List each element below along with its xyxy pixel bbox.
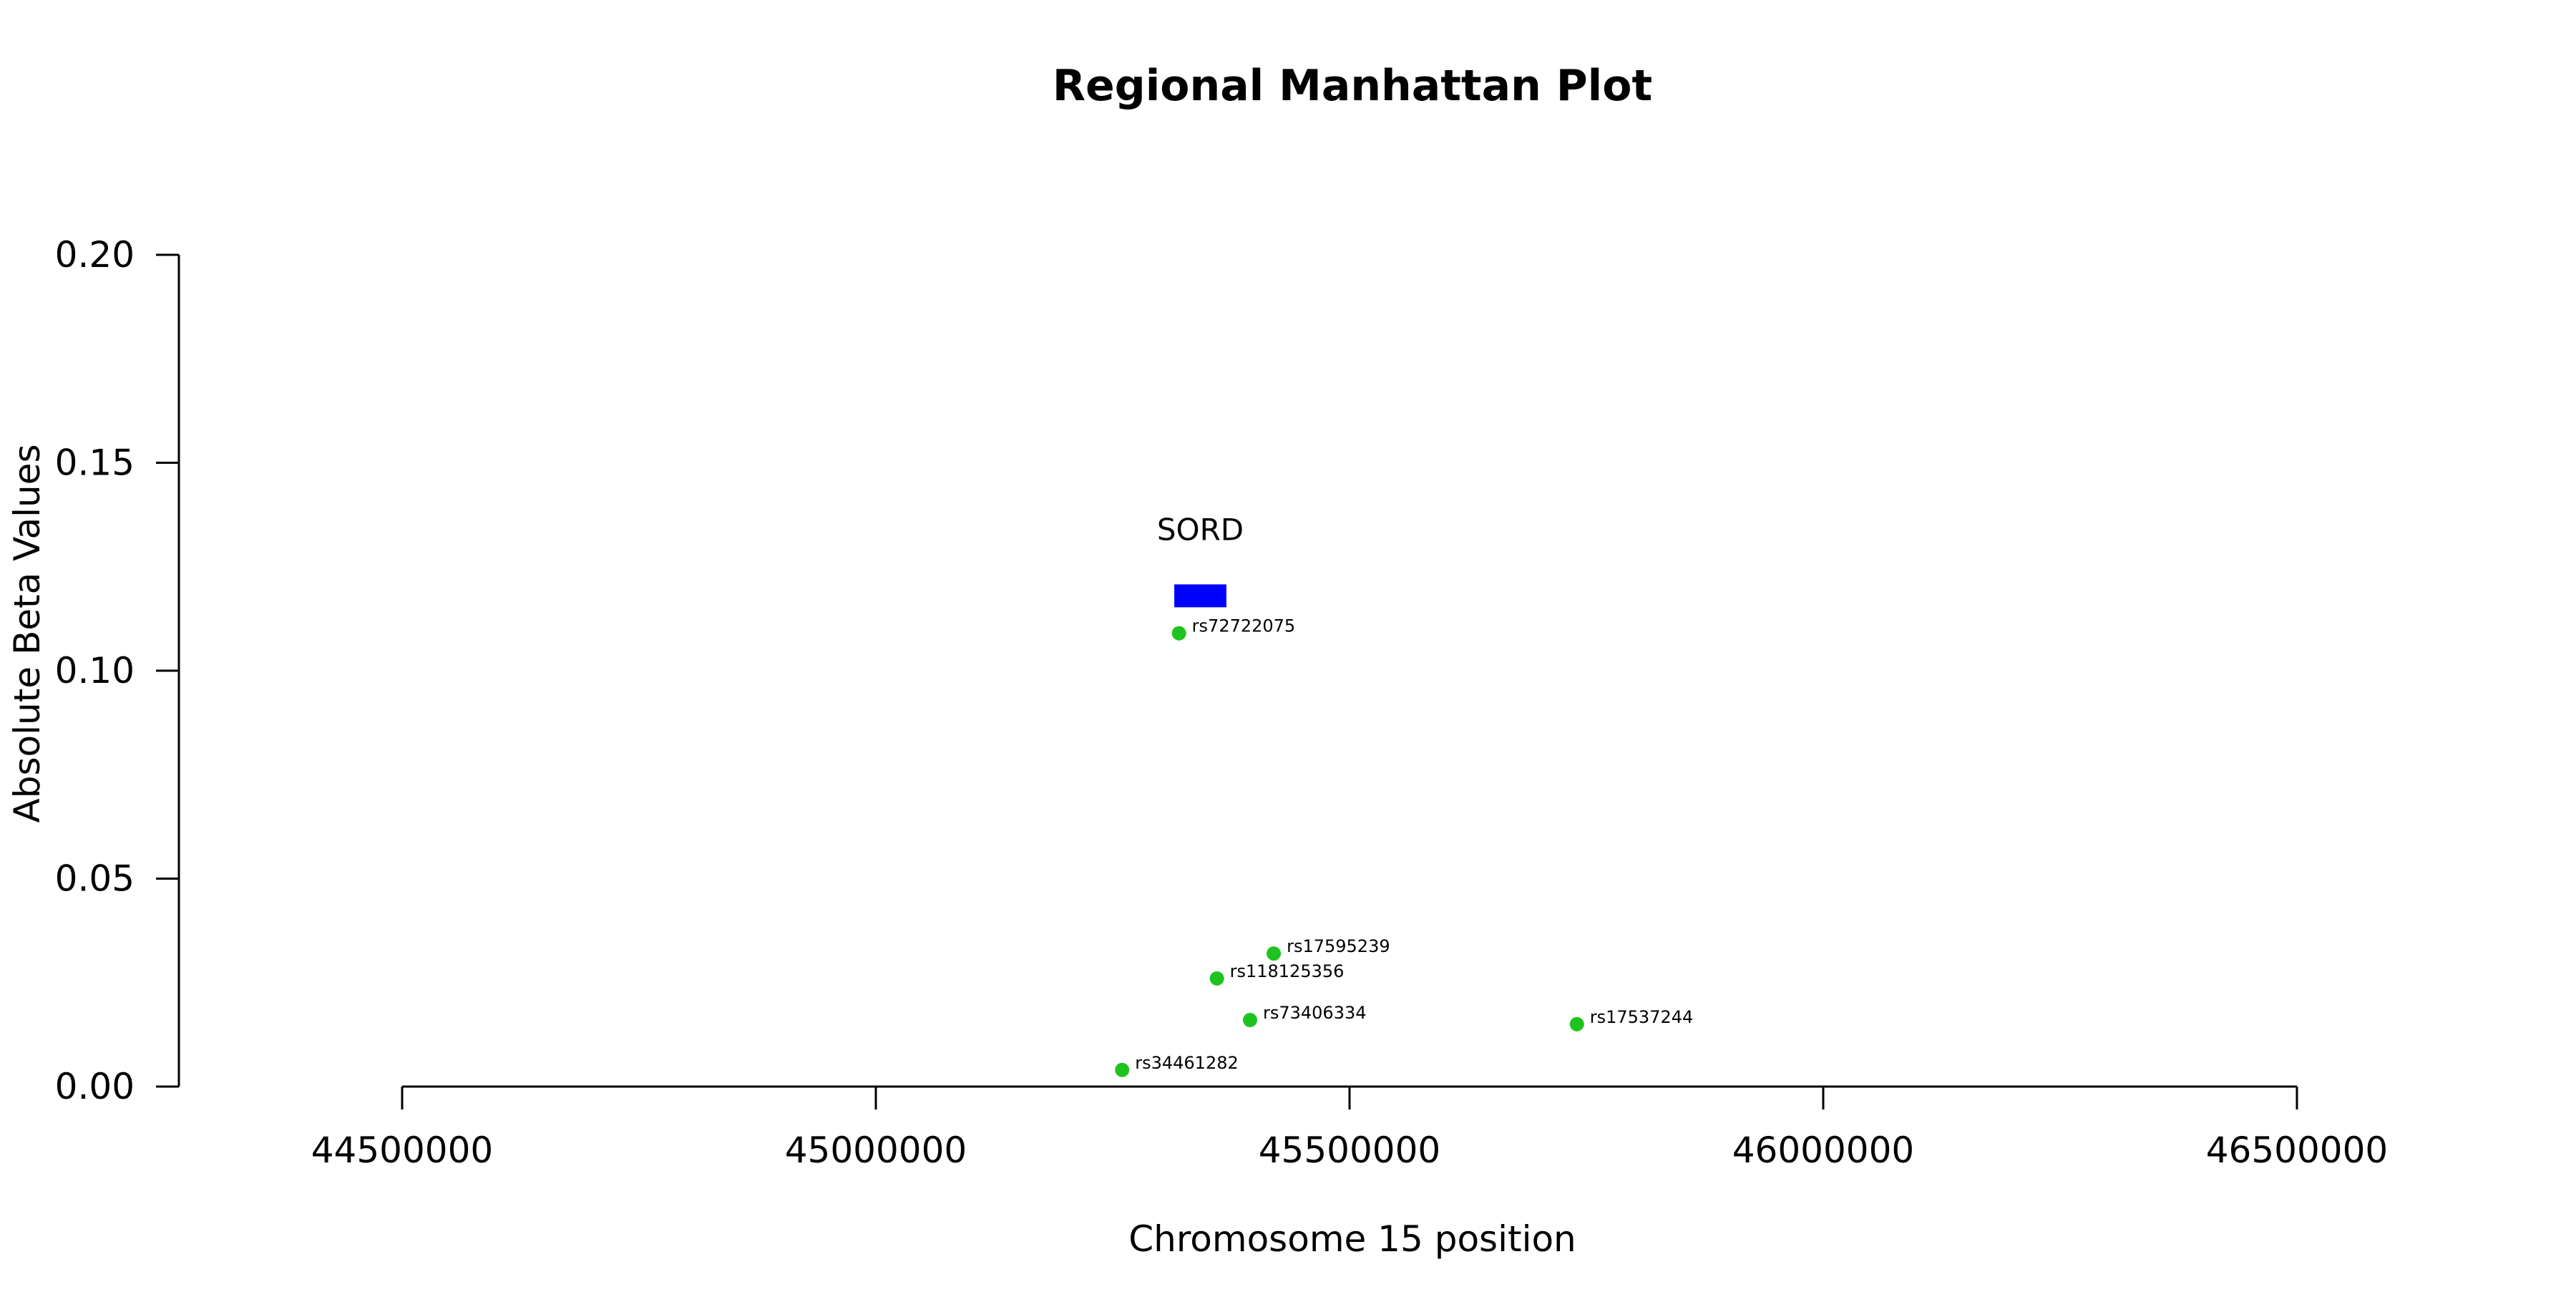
- gene-label: SORD: [1157, 512, 1244, 547]
- x-tick-label: 46500000: [2206, 1130, 2389, 1171]
- data-point: [1267, 946, 1282, 961]
- y-tick-label: 0.20: [55, 234, 135, 276]
- data-point: [1115, 1062, 1130, 1077]
- axes: 0.00 0.05 0.10 0.15 0.20 44500000 45000000 4550…: [55, 234, 2389, 1171]
- y-tick-label: 0.10: [55, 650, 135, 691]
- x-tick-label: 45500000: [1259, 1130, 1441, 1171]
- x-tick-label: 46000000: [1732, 1130, 1915, 1171]
- point-label: rs73406334: [1263, 1003, 1367, 1023]
- data-points: rs72722075 rs17595239 rs118125356 rs7340633…: [1115, 616, 1693, 1077]
- data-point: [1171, 626, 1186, 641]
- x-tick-label: 45000000: [785, 1130, 967, 1171]
- x-tick-label: 44500000: [311, 1130, 494, 1171]
- data-point: [1209, 971, 1224, 986]
- point-label: rs118125356: [1230, 961, 1345, 981]
- x-axis-label: Chromosome 15 position: [1128, 1218, 1576, 1260]
- y-axis-label: Absolute Beta Values: [6, 445, 48, 823]
- point-label: rs17595239: [1287, 936, 1390, 956]
- y-tick-label: 0.05: [55, 858, 135, 900]
- chart-title: Regional Manhattan Plot: [1053, 61, 1652, 111]
- y-tick-label: 0.00: [55, 1066, 135, 1107]
- point-label: rs72722075: [1192, 616, 1296, 636]
- data-point: [1242, 1013, 1257, 1028]
- gene-track: SORD: [1157, 512, 1244, 608]
- point-label: rs17537244: [1590, 1007, 1694, 1027]
- y-tick-label: 0.15: [55, 442, 135, 484]
- data-point: [1569, 1016, 1584, 1031]
- gene-bar-sord: [1174, 584, 1226, 608]
- point-label: rs34461282: [1135, 1053, 1239, 1073]
